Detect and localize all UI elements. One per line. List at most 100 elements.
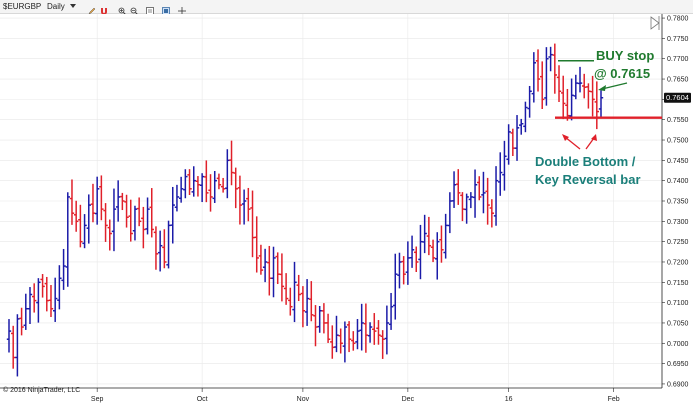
period-selector[interactable]: Daily xyxy=(47,2,65,11)
price-bar xyxy=(598,90,604,118)
price-bar xyxy=(317,305,322,333)
price-bar xyxy=(409,235,415,268)
magnet-icon[interactable] xyxy=(100,2,108,15)
price-bar xyxy=(565,88,570,121)
price-bar xyxy=(65,192,70,287)
pencil-icon[interactable] xyxy=(88,2,96,15)
price-bar xyxy=(271,246,276,298)
price-bar xyxy=(405,241,411,285)
price-bar xyxy=(237,175,243,225)
price-bar xyxy=(472,169,478,218)
price-bar xyxy=(275,252,280,285)
price-bar xyxy=(355,319,360,350)
time-axis-label: Nov xyxy=(297,396,310,403)
price-bar xyxy=(115,180,121,222)
price-bar xyxy=(153,226,159,270)
time-axis-label: Sep xyxy=(91,396,104,403)
price-bar xyxy=(111,188,117,252)
price-bar xyxy=(519,118,524,135)
price-bar xyxy=(330,325,335,359)
chart-scroll-handle-icon[interactable] xyxy=(650,16,660,30)
price-axis-label: 0.6900 xyxy=(667,381,689,388)
price-bar xyxy=(267,245,272,296)
symbol-selector[interactable]: $EURGBP xyxy=(3,2,42,11)
price-bar xyxy=(456,169,461,205)
chart-toolbar: $EURGBP Daily xyxy=(0,0,693,15)
price-bar xyxy=(367,322,373,343)
price-bar xyxy=(493,166,499,226)
price-bar xyxy=(288,287,293,316)
period-dropdown-chevron-icon[interactable] xyxy=(70,4,76,8)
price-axis-label: 0.7800 xyxy=(667,16,689,23)
price-bar xyxy=(594,81,600,130)
price-axis-label: 0.7500 xyxy=(667,138,689,145)
price-bar xyxy=(393,253,398,320)
price-bar xyxy=(166,220,171,269)
price-bar xyxy=(401,256,406,285)
price-bar xyxy=(120,192,125,211)
price-bar xyxy=(124,194,129,228)
price-bar xyxy=(52,277,58,322)
price-bar xyxy=(338,328,343,354)
price-bar xyxy=(212,170,217,203)
price-bar xyxy=(556,65,562,102)
price-bar xyxy=(174,184,180,212)
price-bar xyxy=(191,166,196,197)
price-bar xyxy=(254,216,259,273)
price-bar xyxy=(208,174,213,212)
price-bar xyxy=(430,239,436,263)
price-bar xyxy=(220,177,226,193)
time-axis: Sep Oct Nov Dec 16 Feb xyxy=(91,388,620,403)
price-bar xyxy=(262,248,268,283)
price-bar xyxy=(313,305,318,347)
price-bar xyxy=(481,171,486,214)
price-bar xyxy=(527,85,532,118)
price-bar xyxy=(586,83,591,109)
price-bar xyxy=(279,253,285,302)
price-bar xyxy=(145,197,150,235)
price-bar xyxy=(573,74,579,100)
price-bar xyxy=(510,128,516,156)
price-bar xyxy=(61,248,66,290)
buy-stop-arrow xyxy=(598,82,628,91)
price-bar xyxy=(325,313,331,343)
crosshair-icon[interactable] xyxy=(178,2,186,15)
price-axis-label: 0.7200 xyxy=(667,259,689,266)
price-bar xyxy=(19,307,24,336)
price-bar xyxy=(31,283,37,313)
price-bar xyxy=(225,149,230,199)
price-bar xyxy=(40,274,45,298)
price-axis-label: 0.6950 xyxy=(667,361,689,368)
price-bar xyxy=(531,52,537,103)
price-bar xyxy=(426,216,432,256)
price-bar xyxy=(103,203,108,242)
price-bar xyxy=(78,204,83,248)
price-bar xyxy=(57,265,62,310)
price-bar xyxy=(250,190,255,258)
price-bar xyxy=(170,186,175,244)
time-axis-label: 16 xyxy=(505,396,513,403)
price-bar xyxy=(346,321,352,353)
price-bar xyxy=(136,197,142,227)
price-bar xyxy=(304,279,310,326)
price-bar xyxy=(141,206,146,249)
price-bar xyxy=(94,176,100,225)
price-axis-label: 0.7250 xyxy=(667,239,689,246)
price-bar xyxy=(514,115,520,161)
price-bar xyxy=(447,192,453,234)
price-axis-label: 0.7300 xyxy=(667,219,689,226)
price-bar xyxy=(27,287,33,325)
price-bar xyxy=(422,214,427,254)
price-bar xyxy=(229,140,234,186)
price-bar xyxy=(128,199,133,242)
price-bar xyxy=(418,224,423,280)
buy-stop-price-label: @ 0.7615 xyxy=(594,66,650,81)
pattern-label-2: Key Reversal bar xyxy=(535,172,641,187)
price-bar xyxy=(548,46,553,72)
price-bar xyxy=(246,187,251,222)
price-axis-label: 0.7750 xyxy=(667,36,689,43)
price-bar xyxy=(90,183,96,223)
price-bar xyxy=(435,232,440,280)
price-axis-label: 0.7000 xyxy=(667,341,689,348)
